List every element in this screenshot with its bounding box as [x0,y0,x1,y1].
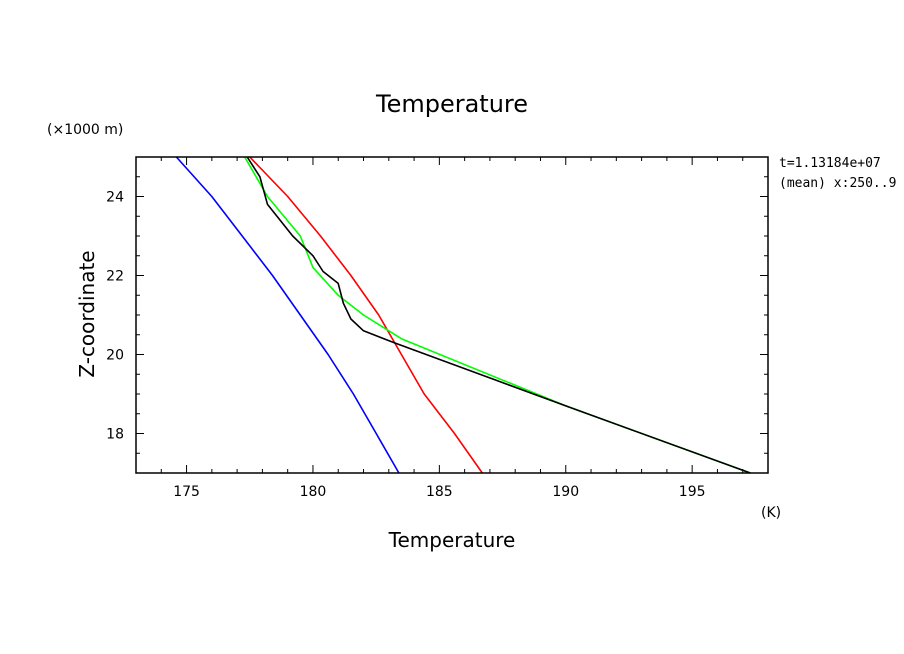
y-tick-label: 22 [106,269,124,285]
series-line-4 [246,156,751,474]
ticks-layer: 175 180 185 190 195 18 20 22 24 [106,156,769,500]
y-tick-label: 24 [106,190,124,206]
x-unit-label: (K) [761,505,781,521]
y-tick-label: 20 [106,348,124,364]
y-tick-label: 18 [106,427,124,443]
series-layer [175,156,751,474]
series-line-3 [244,156,751,474]
series-line-2 [249,156,483,474]
x-axis-label: Temperature [388,528,516,552]
x-tick-label: 185 [426,484,453,500]
info-line-time: t=1.13184e+07 [779,156,881,171]
plot-frame [135,156,769,474]
x-tick-label: 175 [173,484,200,500]
chart-title: Temperature [375,90,528,118]
x-tick-label: 195 [679,484,706,500]
x-tick-label: 180 [300,484,327,500]
series-line-1 [175,156,400,474]
info-line-mean: (mean) x:250..9 [779,176,896,191]
y-axis-label: Z-coordinate [75,250,99,377]
y-unit-label: (×1000 m) [47,122,123,138]
x-tick-label: 190 [552,484,579,500]
